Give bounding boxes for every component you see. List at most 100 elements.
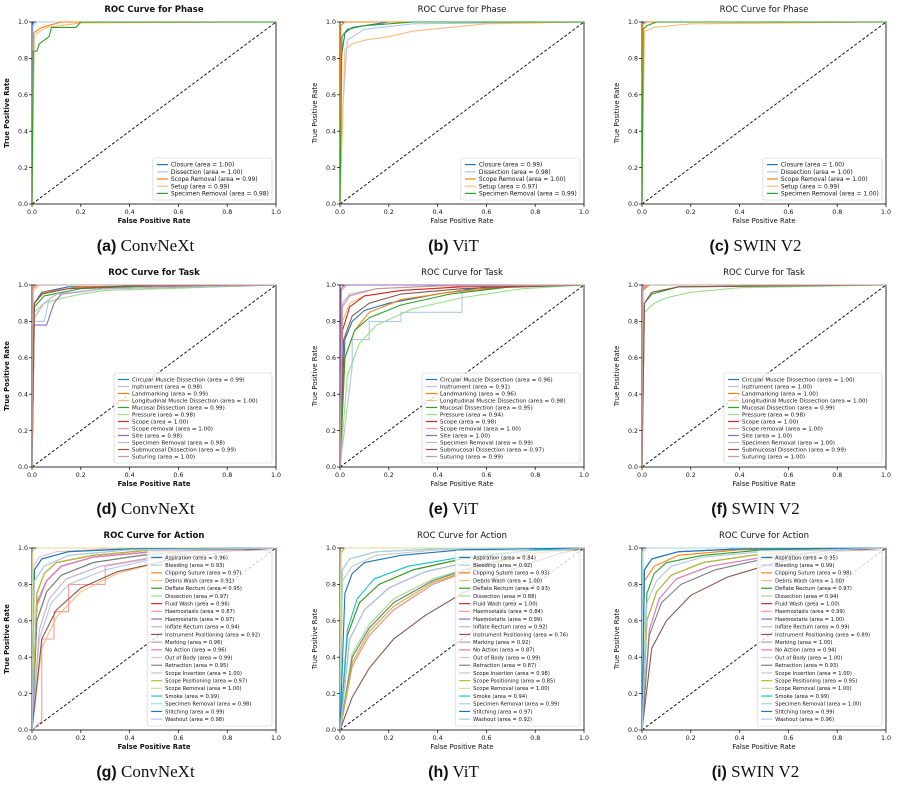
y-tick-label: 1.0 bbox=[326, 282, 336, 289]
x-tick-label: 0.8 bbox=[530, 735, 540, 742]
legend-entry: Aspiration (area = 0.95) bbox=[775, 555, 838, 561]
panel-model-name: ViT bbox=[448, 236, 479, 255]
y-tick-label: 0.2 bbox=[18, 165, 28, 172]
y-tick-label: 0.0 bbox=[18, 464, 28, 471]
x-tick-label: 1.0 bbox=[881, 735, 891, 742]
y-tick-label: 0.6 bbox=[628, 355, 638, 362]
legend-entry: Longitudinal Muscle Dissection (area = 1… bbox=[132, 399, 258, 405]
legend-entry: Submucosal Dissection (area = 0.99) bbox=[132, 448, 236, 454]
x-tick-label: 0.8 bbox=[222, 472, 232, 479]
chart-title: ROC Curve for Task bbox=[108, 268, 200, 278]
roc-curves bbox=[340, 284, 585, 467]
y-axis-label: True Positive Rate bbox=[311, 346, 319, 408]
legend-entry: Specimen Removal (area = 0.98) bbox=[171, 192, 269, 198]
y-tick-label: 0.8 bbox=[326, 319, 336, 326]
legend-entry: Dissection (area = 0.94) bbox=[775, 594, 838, 600]
legend-entry: Instrument (area = 0.91) bbox=[440, 385, 510, 391]
panel-caption: (b) ViT bbox=[308, 236, 599, 256]
legend-entry: No Action (area = 0.87) bbox=[473, 648, 534, 654]
legend: Closure (area = 1.00)Dissection (area = … bbox=[762, 157, 883, 201]
legend-entry: Site (area = 1.00) bbox=[742, 434, 792, 440]
x-tick-label: 0.6 bbox=[783, 472, 793, 479]
x-tick-label: 0.8 bbox=[530, 209, 540, 216]
chart-title: ROC Curve for Phase bbox=[720, 5, 809, 15]
x-tick-label: 0.6 bbox=[173, 735, 183, 742]
y-tick-label: 1.0 bbox=[628, 545, 638, 552]
legend-entry: Scope removal (area = 1.00) bbox=[742, 427, 823, 433]
legend: Aspiration (area = 0.96) Bleeding (area =… bbox=[146, 550, 273, 727]
panel-letter: (f) bbox=[711, 501, 728, 518]
legend-entry: Debris Wash (area = 1.00) bbox=[473, 578, 542, 584]
x-tick-label: 0.4 bbox=[125, 735, 135, 742]
roc-curve-setup bbox=[340, 21, 585, 204]
roc-curve-deflate-rectum bbox=[642, 547, 887, 730]
y-tick-label: 0.8 bbox=[18, 582, 28, 589]
legend-entry: Landmarking (area = 0.96) bbox=[440, 392, 516, 398]
y-axis-label: True Positive Rate bbox=[613, 346, 621, 408]
legend-entry: Longitudinal Muscle Dissection (area = 1… bbox=[742, 399, 868, 405]
y-tick-label: 0.8 bbox=[628, 56, 638, 63]
roc-curve-submucosal-dissection bbox=[32, 284, 277, 467]
panel-letter: (e) bbox=[428, 501, 449, 518]
roc-curve-specimen-removal bbox=[642, 547, 886, 730]
y-tick-label: 0.6 bbox=[326, 355, 336, 362]
roc-curve-suturing bbox=[642, 284, 886, 467]
roc-panel-f: ROC Curve for Task 0.0 0.2 0.4 0.6 0.8 1.0 0.0 0… bbox=[610, 263, 901, 525]
legend-entry: Circular Muscle Dissection (area = 0.99) bbox=[132, 378, 245, 384]
legend-entry: Submucosal Dissection (area = 0.97) bbox=[440, 448, 544, 454]
y-tick-label: 0.6 bbox=[18, 618, 28, 625]
x-tick-label: 0.4 bbox=[735, 209, 745, 216]
roc-chart-a: ROC Curve for Phase 0.0 0.2 0.4 0.6 0.8 1.0 0.0… bbox=[3, 5, 281, 225]
legend: Circular Muscle Dissection (area = 0.99)… bbox=[113, 372, 273, 464]
legend-entry: Deflate Rectum (area = 0.95) bbox=[165, 586, 242, 592]
y-tick-label: 0.8 bbox=[18, 56, 28, 63]
x-tick-label: 0.6 bbox=[481, 209, 491, 216]
y-tick-label: 0.4 bbox=[628, 654, 638, 661]
roc-panel-i: ROC Curve for Action 0.0 0.2 0.4 0.6 0.8 1.0 0.… bbox=[610, 526, 901, 788]
legend-entry: Smoke (area = 0.99) bbox=[165, 694, 219, 700]
roc-curve-washout bbox=[32, 547, 277, 730]
legend-entry: Scope removal (area = 1.00) bbox=[132, 427, 213, 433]
legend-entry: Circular Muscle Dissection (area = 0.96) bbox=[440, 378, 553, 384]
y-tick-label: 0.0 bbox=[18, 201, 28, 208]
legend-entry: Retraction (area = 0.95) bbox=[165, 663, 228, 669]
roc-curve-stitching bbox=[642, 547, 887, 730]
x-tick-label: 1.0 bbox=[881, 472, 891, 479]
legend-entry: Dissection (area = 1.00) bbox=[171, 170, 243, 176]
x-tick-label: 0.2 bbox=[384, 735, 394, 742]
legend-entry: Marking (area = 0.92) bbox=[473, 640, 530, 646]
y-axis-label: True Positive Rate bbox=[613, 609, 621, 671]
legend-entry: Scope (area = 1.00) bbox=[742, 420, 798, 426]
x-tick-label: 0.0 bbox=[637, 472, 647, 479]
x-axis-label: False Positive Rate bbox=[732, 743, 795, 751]
y-tick-label: 0.6 bbox=[628, 618, 638, 625]
legend-entry: Scope Removal (area = 0.99) bbox=[171, 177, 258, 183]
y-tick-label: 1.0 bbox=[326, 19, 336, 26]
legend-entry: Fluid Wash (area = 1.00) bbox=[473, 602, 538, 608]
legend-entry: No Action (area = 0.94) bbox=[775, 648, 836, 654]
y-tick-label: 1.0 bbox=[18, 282, 28, 289]
legend-entry: Clipping Suture (area = 0.93) bbox=[473, 571, 549, 577]
legend-entry: Smoke (area = 0.94) bbox=[473, 694, 527, 700]
legend-box bbox=[756, 550, 883, 727]
y-tick-label: 1.0 bbox=[326, 545, 336, 552]
chance-diagonal-line bbox=[339, 21, 585, 205]
legend-entry: Scope Insertion (area = 0.98) bbox=[473, 671, 550, 677]
y-tick-label: 1.0 bbox=[628, 282, 638, 289]
x-tick-label: 0.2 bbox=[76, 472, 86, 479]
legend: Circular Muscle Dissection (area = 1.00)… bbox=[723, 372, 883, 464]
roc-panel-b: ROC Curve for Phase 0.0 0.2 0.4 0.6 0.8 1.0 0.0… bbox=[308, 0, 599, 262]
x-tick-label: 1.0 bbox=[579, 209, 589, 216]
x-tick-label: 0.0 bbox=[27, 472, 37, 479]
legend-entry: Inflate Rectum (area = 0.94) bbox=[165, 625, 239, 631]
y-tick-label: 0.4 bbox=[326, 391, 336, 398]
x-tick-label: 0.6 bbox=[783, 735, 793, 742]
legend-entry: Fluid Wash (area = 1.00) bbox=[775, 602, 840, 608]
chart-title: ROC Curve for Phase bbox=[418, 5, 507, 15]
x-tick-label: 1.0 bbox=[271, 209, 281, 216]
roc-chart-d: ROC Curve for Task 0.0 0.2 0.4 0.6 0.8 1.0 0.0 0… bbox=[3, 268, 281, 488]
roc-curve-scope-removal bbox=[340, 547, 584, 730]
legend: Aspiration (area = 0.95) Bleeding (area =… bbox=[756, 550, 883, 727]
legend-entry: Washout (area = 0.98) bbox=[165, 717, 224, 723]
y-tick-label: 0.2 bbox=[326, 428, 336, 435]
